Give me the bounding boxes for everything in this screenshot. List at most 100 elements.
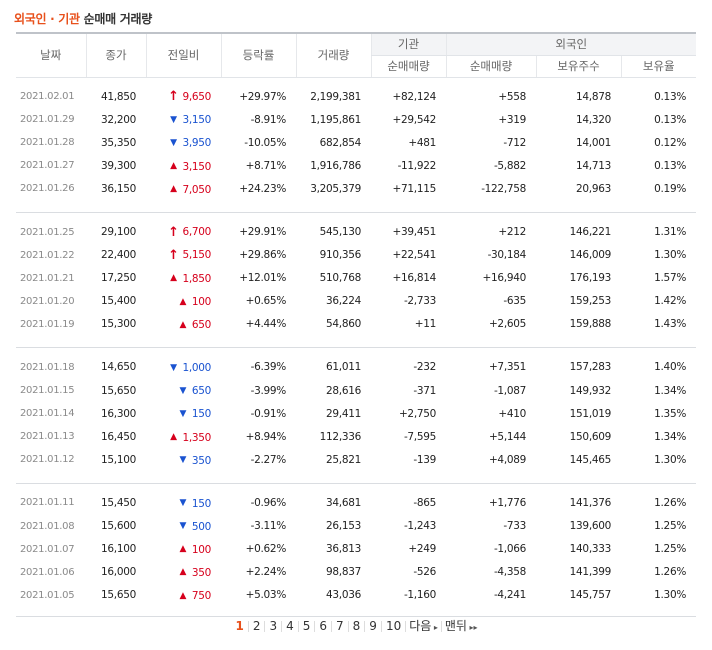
inst-net-cell: +82,124 (392, 90, 437, 103)
page-link-1[interactable]: 1 (235, 619, 244, 633)
rate-cell: +5.03% (245, 589, 287, 602)
volume-cell: 3,205,379 (310, 182, 361, 195)
change-amount: 100 (191, 543, 211, 556)
up-triangle-icon: ▲ (170, 273, 177, 284)
table-row: 2021.01.29 32,200 ▼ 3,150 -8.91% 1,195,861 +29… (16, 108, 696, 131)
change-value: ▲ 7,050 (167, 184, 211, 196)
table-row: 2021.01.19 15,300 ▲ 650 +4.44% 54,860 +11 +2,60… (16, 313, 696, 336)
close-cell: 17,250 (101, 272, 136, 285)
table-row: 2021.01.20 15,400 ▲ 100 +0.65% 36,224 -2,733 -6… (16, 290, 696, 313)
table-row: 2021.01.15 15,650 ▼ 650 -3.99% 28,616 -371 -1,0… (16, 379, 696, 402)
next-page-link[interactable]: 다음 ▸ (406, 617, 441, 634)
change-value: ↑ 5,150 (167, 249, 211, 262)
change-amount: 1,000 (182, 362, 211, 375)
foreign-net-cell: +7,351 (488, 361, 526, 374)
next-page-label: 다음 (409, 619, 432, 633)
double-arrow-icon: ▸▸ (466, 623, 478, 632)
holdings-cell: 141,376 (569, 496, 612, 509)
page-link-8[interactable]: 8 (352, 619, 361, 633)
close-cell: 15,650 (101, 589, 136, 602)
rate-cell: +12.01% (239, 272, 286, 285)
volume-cell: 43,036 (326, 589, 361, 602)
foreign-net-cell: -1,066 (493, 543, 526, 556)
change-value: ▼ 350 (177, 454, 212, 467)
change-cell: ▲ 1,350 (146, 425, 221, 448)
down-triangle-icon: ▼ (179, 521, 187, 532)
change-amount: 1,350 (182, 431, 211, 444)
page-link-9[interactable]: 9 (369, 619, 377, 633)
holdings-cell: 146,009 (569, 249, 612, 262)
last-page-link[interactable]: 맨뒤 ▸▸ (442, 617, 481, 634)
volume-cell: 545,130 (319, 226, 362, 239)
close-cell: 15,450 (101, 496, 136, 509)
close-cell: 39,300 (101, 159, 136, 172)
volume-cell: 36,224 (326, 295, 361, 308)
volume-cell: 29,411 (326, 407, 361, 420)
holdings-cell: 159,253 (569, 295, 612, 308)
inst-net-cell: +16,814 (392, 272, 437, 285)
hold-ratio-cell: 1.25% (654, 520, 686, 533)
change-amount: 500 (191, 520, 211, 533)
change-amount: 9,650 (182, 90, 211, 103)
rate-cell: +8.94% (245, 430, 287, 443)
hold-ratio-cell: 0.13% (654, 90, 686, 103)
table-row: 2021.01.07 16,100 ▲ 100 +0.62% 36,813 +249 -1,0… (16, 538, 696, 561)
table-row: 2021.01.08 15,600 ▼ 500 -3.11% 26,153 -1,243 -7… (16, 515, 696, 538)
header-rate: 등락률 (220, 33, 296, 78)
page-link-6[interactable]: 6 (319, 619, 328, 633)
page-separator (380, 621, 382, 632)
hold-ratio-cell: 0.12% (654, 136, 686, 149)
group-spacer (16, 483, 696, 491)
volume-cell: 26,153 (326, 520, 361, 533)
change-cell: ↑ 5,150 (146, 244, 221, 267)
date-cell: 2021.01.14 (20, 408, 75, 420)
rate-cell: +29.86% (239, 249, 286, 262)
group-divider (16, 471, 696, 484)
inst-net-cell: -139 (413, 453, 436, 466)
page-link-10[interactable]: 10 (385, 619, 402, 633)
page-separator (297, 621, 299, 632)
foreign-net-cell: +1,776 (488, 496, 526, 509)
next-arrow-icon: ▸ (431, 623, 438, 632)
table-row: 2021.01.22 22,400 ↑ 5,150 +29.86% 910,356 +22,… (16, 244, 696, 267)
date-cell: 2021.01.11 (20, 497, 75, 509)
up-triangle-icon: ▲ (179, 319, 187, 330)
close-cell: 32,200 (101, 113, 136, 126)
rate-cell: +24.23% (239, 182, 286, 195)
page-link-2[interactable]: 2 (252, 619, 261, 633)
rate-cell: -8.91% (250, 113, 287, 126)
limit-up-arrow-icon: ↑ (168, 224, 179, 240)
hold-ratio-cell: 1.30% (654, 589, 686, 602)
limit-up-arrow-icon: ↑ (168, 247, 179, 263)
foreign-net-cell: -122,758 (481, 182, 526, 195)
page-link-5[interactable]: 5 (302, 619, 311, 633)
date-cell: 2021.01.22 (20, 249, 75, 261)
inst-net-cell: -232 (413, 361, 436, 374)
page-separator (264, 621, 266, 632)
rate-cell: -6.39% (250, 361, 287, 374)
change-amount: 350 (191, 454, 211, 467)
down-triangle-icon: ▼ (179, 385, 187, 396)
rate-cell: -0.96% (250, 496, 287, 509)
foreign-net-cell: +212 (498, 226, 526, 239)
header-inst-net: 순매매량 (370, 55, 446, 78)
volume-cell: 1,195,861 (310, 113, 361, 126)
holdings-cell: 14,001 (576, 136, 611, 149)
change-amount: 3,150 (182, 114, 211, 127)
table-row: 2021.01.06 16,000 ▲ 350 +2.24% 98,837 -526 -4,3… (16, 561, 696, 584)
rate-cell: +2.24% (245, 566, 287, 579)
date-cell: 2021.01.13 (20, 431, 75, 443)
close-cell: 22,400 (101, 249, 136, 262)
hold-ratio-cell: 1.30% (654, 453, 686, 466)
table-row: 2021.01.14 16,300 ▼ 150 -0.91% 29,411 +2,750 +4… (16, 402, 696, 425)
up-triangle-icon: ▲ (179, 544, 187, 555)
hold-ratio-cell: 0.19% (654, 182, 686, 195)
page-link-4[interactable]: 4 (286, 619, 294, 633)
holdings-cell: 151,019 (569, 407, 612, 420)
group-spacer (16, 212, 696, 220)
page-link-3[interactable]: 3 (269, 619, 278, 633)
page-link-7[interactable]: 7 (336, 619, 344, 633)
last-page-label: 맨뒤 (444, 619, 467, 633)
rate-cell: +4.44% (245, 318, 287, 331)
up-triangle-icon: ▲ (170, 432, 177, 443)
